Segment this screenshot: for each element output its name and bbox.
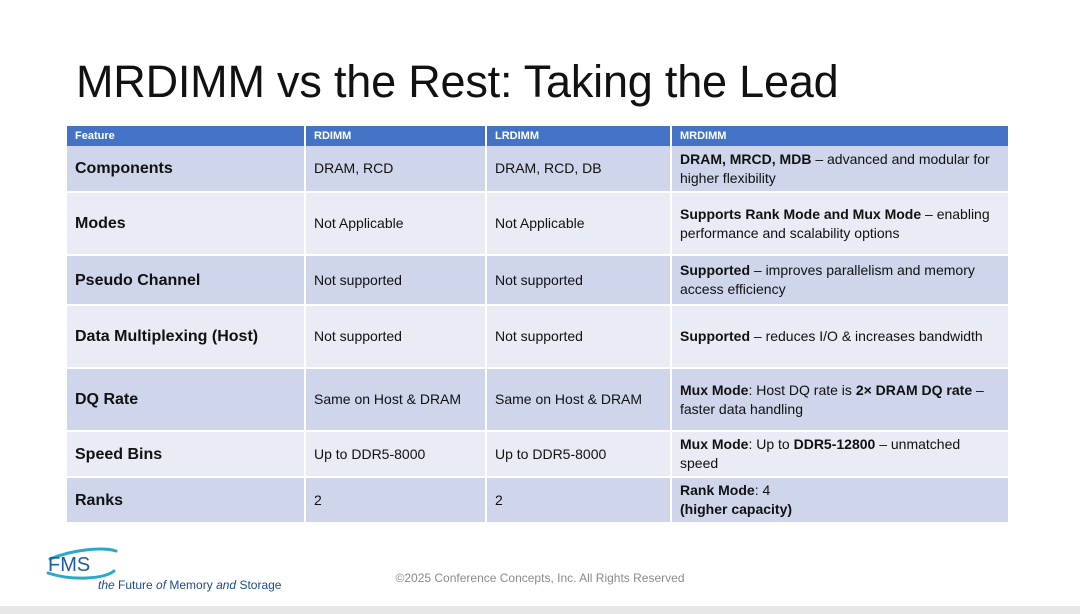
mrdimm-text-segment: Supported (680, 262, 750, 278)
table-header-row: Feature RDIMM LRDIMM MRDIMM (67, 126, 1010, 146)
lrdimm-cell: Not supported (486, 305, 672, 369)
fms-logo-text: FMS (48, 554, 90, 576)
logo-tagline: the Future of Memory and Storage (98, 578, 282, 592)
mrdimm-cell: Supports Rank Mode and Mux Mode – enabli… (671, 192, 1010, 256)
table-row: DQ Rate Same on Host & DRAM Same on Host &… (67, 368, 1010, 432)
feature-cell: Ranks (67, 477, 306, 524)
slide-title: MRDIMM vs the Rest: Taking the Lead (76, 56, 839, 107)
comparison-table: Feature RDIMM LRDIMM MRDIMM Components DR… (67, 126, 1010, 524)
mrdimm-text-segment: : Up to (748, 436, 794, 452)
table-row: Modes Not Applicable Not Applicable Support… (67, 192, 1010, 256)
lrdimm-cell: 2 (486, 477, 672, 524)
mrdimm-text-segment: DDR5-12800 (793, 436, 876, 452)
bottom-strip (0, 606, 1080, 614)
mrdimm-text-segment: – advanced and modular for higher flexib… (680, 150, 990, 186)
header-rdimm: RDIMM (305, 126, 487, 146)
mrdimm-text-segment: 2× DRAM DQ rate (855, 381, 973, 398)
rdimm-cell: 2 (305, 477, 487, 524)
table-row: Ranks 2 2 Rank Mode: 4 (higher capacity) (67, 477, 1010, 524)
mrdimm-text-segment: Supports Rank Mode and Mux Mode (680, 205, 922, 222)
fms-logo: FMS (46, 547, 118, 580)
table-row: Components DRAM, RCD DRAM, RCD, DB DRAM, MR… (67, 146, 1010, 193)
mrdimm-text-segment: Supported (680, 328, 750, 344)
mrdimm-text-segment: Rank Mode (680, 482, 755, 498)
rdimm-cell: Not supported (305, 255, 487, 306)
mrdimm-text-segment: (higher capacity) (680, 501, 793, 517)
table-row: Speed Bins Up to DDR5-8000 Up to DDR5-8000… (67, 431, 1010, 478)
mrdimm-cell: Supported – reduces I/O & increases band… (671, 305, 1010, 369)
lrdimm-cell: Up to DDR5-8000 (486, 431, 672, 478)
feature-cell: Data Multiplexing (Host) (67, 305, 306, 369)
copyright-footer: ©2025 Conference Concepts, Inc. All Righ… (395, 571, 685, 585)
mrdimm-text-segment: Mux Mode (680, 381, 749, 398)
mrdimm-text-segment: – reduces I/O & increases bandwidth (750, 328, 983, 344)
mrdimm-text-segment: – enabling performance and scalability o… (680, 205, 990, 241)
lrdimm-cell: DRAM, RCD, DB (486, 146, 672, 193)
mrdimm-cell: DRAM, MRCD, MDB – advanced and modular f… (671, 146, 1010, 193)
mrdimm-text-segment: DRAM, MRCD, MDB (680, 150, 812, 167)
rdimm-cell: Not Applicable (305, 192, 487, 256)
lrdimm-cell: Not supported (486, 255, 672, 306)
rdimm-cell: Up to DDR5-8000 (305, 431, 487, 478)
mrdimm-text-segment: – faster data handling (680, 381, 984, 417)
mrdimm-text-segment: – unmatched speed (680, 436, 961, 471)
feature-cell: Speed Bins (67, 431, 306, 478)
table-row: Pseudo Channel Not supported Not supported… (67, 255, 1010, 306)
mrdimm-cell: Supported – improves parallelism and mem… (671, 255, 1010, 306)
feature-cell: DQ Rate (67, 368, 306, 432)
header-feature: Feature (67, 126, 306, 146)
mrdimm-cell: Mux Mode: Up to DDR5-12800 – unmatched s… (671, 431, 1010, 478)
lrdimm-cell: Not Applicable (486, 192, 672, 256)
feature-cell: Modes (67, 192, 306, 256)
table-row: Data Multiplexing (Host) Not supported Not… (67, 305, 1010, 369)
mrdimm-text-segment: : 4 (754, 482, 771, 498)
mrdimm-cell: Rank Mode: 4 (higher capacity) (671, 477, 1010, 524)
header-mrdimm: MRDIMM (671, 126, 1010, 146)
mrdimm-text-segment: – improves parallelism and memory access… (680, 262, 975, 297)
feature-cell: Components (67, 146, 306, 193)
lrdimm-cell: Same on Host & DRAM (486, 368, 672, 432)
rdimm-cell: Same on Host & DRAM (305, 368, 487, 432)
feature-cell: Pseudo Channel (67, 255, 306, 306)
mrdimm-cell: Mux Mode: Host DQ rate is 2× DRAM DQ rat… (671, 368, 1010, 432)
header-lrdimm: LRDIMM (486, 126, 672, 146)
rdimm-cell: DRAM, RCD (305, 146, 487, 193)
mrdimm-text-segment: Mux Mode (680, 436, 749, 452)
rdimm-cell: Not supported (305, 305, 487, 369)
mrdimm-text-segment: : Host DQ rate is (748, 381, 856, 398)
